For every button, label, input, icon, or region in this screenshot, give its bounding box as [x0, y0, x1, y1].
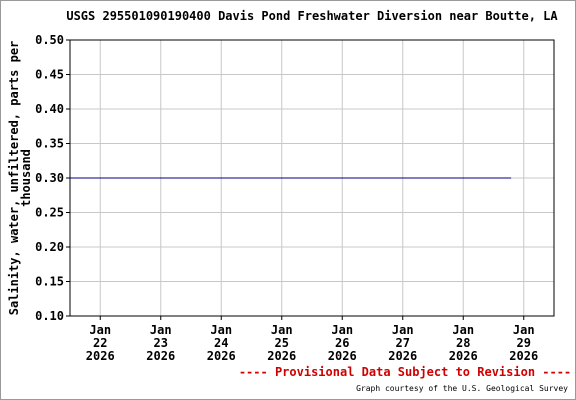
x-tick-label-line: 2026 — [509, 349, 538, 363]
x-tick-label-line: Jan — [452, 323, 474, 337]
x-tick-label-line: Jan — [331, 323, 353, 337]
x-tick-label: Jan 29 2026 — [509, 323, 538, 363]
x-tick-label: Jan 23 2026 — [146, 323, 175, 363]
y-tick-label: 0.40 — [35, 102, 64, 116]
x-tick-label-line: 24 — [214, 336, 228, 350]
x-tick-label-line: 23 — [154, 336, 168, 350]
y-tick-label: 0.35 — [35, 137, 64, 151]
y-tick-label: 0.10 — [35, 309, 64, 323]
x-tick-label-line: 29 — [517, 336, 531, 350]
y-tick-label: 0.20 — [35, 240, 64, 254]
y-tick-label: 0.15 — [35, 275, 64, 289]
y-tick-label: 0.45 — [35, 68, 64, 82]
y-axis-label-line: Salinity, water, unfiltered, parts per — [7, 41, 21, 316]
provisional-note: ---- Provisional Data Subject to Revisio… — [239, 365, 571, 379]
x-tick-label-line: 2026 — [207, 349, 236, 363]
x-tick-label-line: Jan — [150, 323, 172, 337]
y-tick-label: 0.25 — [35, 206, 64, 220]
y-axis-label-line: thousand — [19, 149, 33, 207]
x-tick-label: Jan 22 2026 — [86, 323, 115, 363]
x-tick-label: Jan 26 2026 — [328, 323, 357, 363]
x-tick-label-line: Jan — [210, 323, 232, 337]
y-tick-label: 0.30 — [35, 171, 64, 185]
x-tick-label-line: Jan — [271, 323, 293, 337]
x-tick-label: Jan 25 2026 — [267, 323, 296, 363]
x-tick-label-line: 26 — [335, 336, 349, 350]
x-tick-label-line: Jan — [89, 323, 111, 337]
x-tick-label-line: 22 — [93, 336, 107, 350]
x-tick-label-line: 2026 — [146, 349, 175, 363]
x-tick-label-line: 2026 — [267, 349, 296, 363]
x-tick-label: Jan 24 2026 — [207, 323, 236, 363]
x-tick-label-line: 2026 — [449, 349, 478, 363]
x-tick-label-line: 27 — [396, 336, 410, 350]
x-tick-label-line: 28 — [456, 336, 470, 350]
x-tick-label-line: 2026 — [388, 349, 417, 363]
x-tick-label-line: Jan — [513, 323, 535, 337]
y-axis-label: Salinity, water, unfiltered, parts perth… — [7, 41, 33, 316]
x-tick-label-line: 2026 — [86, 349, 115, 363]
x-tick-label-line: Jan — [392, 323, 414, 337]
y-tick-label: 0.50 — [35, 33, 64, 47]
chart-title: USGS 295501090190400 Davis Pond Freshwat… — [66, 9, 558, 23]
x-tick-label: Jan 28 2026 — [449, 323, 478, 363]
credit: Graph courtesy of the U.S. Geological Su… — [356, 384, 568, 393]
x-tick-label: Jan 27 2026 — [388, 323, 417, 363]
x-tick-label-line: 2026 — [328, 349, 357, 363]
x-tick-label-line: 25 — [275, 336, 289, 350]
